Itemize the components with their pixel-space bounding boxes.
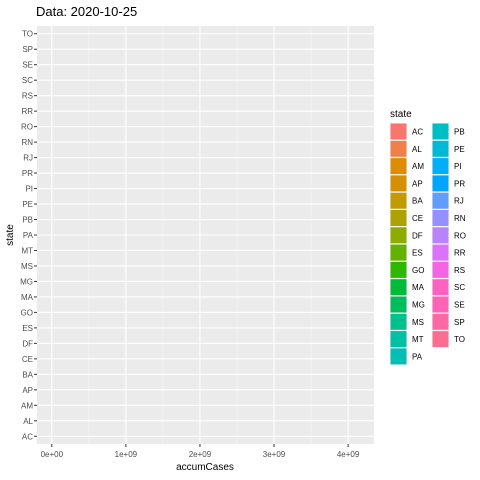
legend-swatch-rs bbox=[432, 261, 449, 278]
y-tick-label: PE bbox=[22, 200, 33, 209]
legend-label: MT bbox=[412, 335, 424, 344]
legend-swatch-ac bbox=[390, 123, 407, 140]
legend-label: AP bbox=[412, 179, 423, 188]
y-tick-label: MS bbox=[21, 262, 33, 271]
legend-label: RS bbox=[454, 266, 465, 275]
legend-swatch-sc bbox=[432, 279, 449, 296]
legend-swatch-to bbox=[432, 331, 449, 348]
y-tick-label: BA bbox=[22, 370, 33, 379]
legend: state AC AL AM AP BA CE DF ES GO MA MG MS MT PA PB PE PI… bbox=[390, 109, 466, 365]
x-tick-label: 3e+09 bbox=[263, 450, 286, 459]
legend-label: SE bbox=[454, 301, 465, 310]
legend-label: RR bbox=[454, 249, 466, 258]
y-tick-label: RS bbox=[22, 92, 33, 101]
y-tick-label: AL bbox=[23, 417, 33, 426]
y-tick-label: TO bbox=[22, 30, 33, 39]
legend-label: SP bbox=[454, 318, 465, 327]
legend-swatch-rj bbox=[432, 192, 449, 209]
y-tick-label: GO bbox=[21, 308, 33, 317]
legend-swatch-ro bbox=[432, 227, 449, 244]
legend-swatch-ap bbox=[390, 175, 407, 192]
legend-swatch-mt bbox=[390, 331, 407, 348]
x-tick-label: 2e+09 bbox=[189, 450, 212, 459]
y-tick-label: DF bbox=[22, 339, 33, 348]
y-tick-label: AM bbox=[21, 401, 33, 410]
legend-swatch-df bbox=[390, 227, 407, 244]
y-tick-label: RN bbox=[21, 138, 33, 147]
legend-swatch-al bbox=[390, 140, 407, 157]
legend-label: BA bbox=[412, 197, 423, 206]
legend-label: MG bbox=[412, 301, 425, 310]
y-tick-label: AC bbox=[22, 432, 33, 441]
x-tick-label: 0e+00 bbox=[41, 450, 64, 459]
y-tick-label: PR bbox=[22, 169, 33, 178]
y-tick-label: AP bbox=[22, 386, 33, 395]
legend-label: AL bbox=[412, 145, 422, 154]
y-tick-label: MT bbox=[21, 246, 33, 255]
legend-swatch-ba bbox=[390, 192, 407, 209]
legend-label: RJ bbox=[454, 197, 464, 206]
legend-swatch-am bbox=[390, 158, 407, 175]
legend-swatch-mg bbox=[390, 296, 407, 313]
legend-swatch-pr bbox=[432, 175, 449, 192]
legend-swatch-es bbox=[390, 244, 407, 261]
legend-swatch-pb bbox=[432, 123, 449, 140]
legend-label: PI bbox=[454, 162, 462, 171]
y-tick-label: MG bbox=[20, 277, 33, 286]
x-tick-label: 4e+09 bbox=[337, 450, 360, 459]
legend-label: ES bbox=[412, 249, 423, 258]
legend-label: PE bbox=[454, 145, 465, 154]
y-tick-label: SP bbox=[22, 45, 33, 54]
legend-label: SC bbox=[454, 283, 465, 292]
legend-label: DF bbox=[412, 231, 423, 240]
y-tick-label: PI bbox=[25, 185, 33, 194]
y-tick-label: SC bbox=[22, 76, 33, 85]
y-tick-label: SE bbox=[22, 61, 33, 70]
legend-label: RO bbox=[454, 231, 466, 240]
legend-swatch-sp bbox=[432, 313, 449, 330]
x-axis-title: accumCases bbox=[176, 462, 234, 473]
legend-swatch-pe bbox=[432, 140, 449, 157]
legend-swatch-rn bbox=[432, 210, 449, 226]
chart-title: Data: 2020-10-25 bbox=[36, 4, 137, 19]
y-tick-label: MA bbox=[21, 293, 34, 302]
legend-swatch-ms bbox=[390, 313, 407, 330]
y-axis-title: state bbox=[5, 224, 16, 246]
legend-label: MS bbox=[412, 318, 424, 327]
legend-label: AM bbox=[412, 162, 424, 171]
y-tick-label: ES bbox=[22, 324, 33, 333]
grid-lines bbox=[37, 26, 374, 444]
legend-swatch-rr bbox=[432, 244, 449, 261]
y-tick-label: RJ bbox=[23, 154, 33, 163]
legend-swatch-pa bbox=[390, 348, 407, 365]
legend-swatch-se bbox=[432, 296, 449, 313]
legend-label: PA bbox=[412, 352, 423, 361]
x-tick-label: 1e+09 bbox=[115, 450, 138, 459]
y-axis-ticks: AC AL AM AP BA CE DF ES GO MA MG MS MT PA PB PE PI PR RJ RN… bbox=[20, 30, 37, 441]
legend-label: GO bbox=[412, 266, 424, 275]
y-tick-label: RO bbox=[21, 123, 33, 132]
legend-swatch-pi bbox=[432, 158, 449, 175]
y-tick-label: PB bbox=[22, 216, 33, 225]
legend-swatch-go bbox=[390, 261, 407, 278]
y-tick-label: CE bbox=[22, 355, 33, 364]
legend-label: CE bbox=[412, 214, 423, 223]
x-axis-ticks: 0e+00 1e+09 2e+09 3e+09 4e+09 bbox=[41, 444, 360, 459]
legend-label: TO bbox=[454, 335, 465, 344]
legend-label: AC bbox=[412, 128, 423, 137]
legend-label: PB bbox=[454, 128, 465, 137]
legend-label: MA bbox=[412, 283, 425, 292]
y-tick-label: RR bbox=[21, 107, 33, 116]
y-tick-label: PA bbox=[23, 231, 34, 240]
legend-swatch-ma bbox=[390, 279, 407, 296]
legend-label: PR bbox=[454, 179, 465, 188]
legend-title: state bbox=[390, 109, 412, 120]
legend-label: RN bbox=[454, 214, 466, 223]
legend-swatch-ce bbox=[390, 210, 407, 226]
